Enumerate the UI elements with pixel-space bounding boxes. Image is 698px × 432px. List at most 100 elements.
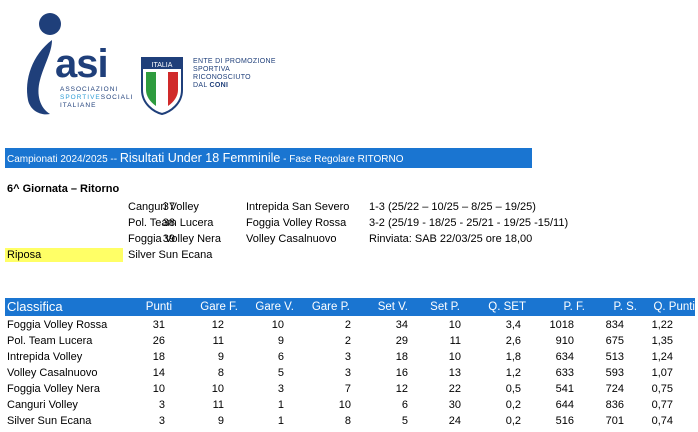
- standings-cell-gare-f-: 9: [217, 351, 224, 363]
- standings-cell-p-s-: 834: [605, 319, 624, 331]
- standings-cell-q-set: 2,6: [505, 335, 521, 347]
- standings-cell-gare-v-: 10: [271, 319, 284, 331]
- match-number: 39: [162, 233, 175, 245]
- standings-cell-p-f-: 910: [555, 335, 574, 347]
- standings-header-col-10: Q. Punti: [653, 301, 695, 313]
- standings-cell-gare-p-: 8: [344, 415, 351, 427]
- standings-cell-set-v-: 12: [395, 383, 408, 395]
- round-title: 6^ Giornata – Ritorno: [7, 183, 120, 195]
- standings-cell-set-p-: 11: [449, 335, 461, 347]
- coni-line-3: RICONOSCIUTO: [193, 74, 251, 81]
- standings-cell-set-v-: 5: [401, 415, 408, 427]
- standings-cell-gare-f-: 10: [211, 383, 224, 395]
- title-prefix: Campionati 2024/2025 --: [7, 154, 120, 165]
- coni-line-4a: DAL: [193, 82, 208, 89]
- standings-cell-gare-f-: 12: [211, 319, 224, 331]
- standings-cell-set-v-: 16: [395, 367, 408, 379]
- standings-header-col-8: P. F.: [563, 301, 585, 313]
- match-number: 38: [162, 217, 175, 229]
- standings-header-col-5: Set V.: [377, 301, 408, 313]
- standings-team: Foggia Volley Nera: [7, 383, 100, 395]
- standings-cell-p-s-: 675: [605, 335, 624, 347]
- standings-cell-gare-v-: 1: [277, 399, 284, 411]
- match-score: Rinviata: SAB 22/03/25 ore 18,00: [369, 233, 533, 245]
- italia-shield-icon: ITALIA: [141, 57, 183, 116]
- standings-row: Intrepida Volley 18 9 6 3 18 10 1,8 634 513 1,24: [5, 349, 695, 365]
- standings-cell-punti: 31: [152, 319, 165, 331]
- standings-cell-gare-v-: 5: [277, 367, 284, 379]
- standings-cell-q-set: 1,8: [505, 351, 521, 363]
- match-score: 1-3 (25/22 – 10/25 – 8/25 – 19/25): [369, 201, 536, 213]
- standings-team: Pol. Team Lucera: [7, 335, 93, 347]
- bye-label: Riposa: [5, 248, 123, 262]
- standings-row: Foggia Volley Rossa 31 12 10 2 34 10 3,4 1018 834…: [5, 317, 695, 333]
- standings-cell-p-s-: 701: [605, 415, 624, 427]
- standings-cell-set-p-: 13: [448, 367, 461, 379]
- coni-line-2: SPORTIVA: [193, 66, 231, 73]
- standings-cell-set-v-: 18: [395, 351, 408, 363]
- standings-cell-gare-p-: 2: [344, 335, 351, 347]
- match-away-team: Foggia Volley Rossa: [246, 217, 347, 229]
- title-suffix: - Fase Regolare RITORNO: [280, 154, 404, 165]
- standings-cell-gare-v-: 1: [277, 415, 284, 427]
- standings-cell-gare-p-: 3: [344, 351, 351, 363]
- standings-cell-q-set: 3,4: [505, 319, 521, 331]
- standings-cell-p-f-: 634: [555, 351, 574, 363]
- coni-recognition-text: ENTE DI PROMOZIONE SPORTIVA RICONOSCIUTO…: [193, 58, 276, 90]
- standings-header-col-2: Gare F.: [200, 301, 238, 313]
- standings-cell-punti: 3: [158, 399, 165, 411]
- standings-cell-punti: 10: [152, 383, 165, 395]
- standings-row: Foggia Volley Nera 10 10 3 7 12 22 0,5 541 724 0,7…: [5, 381, 695, 397]
- match-number: 37: [162, 201, 175, 213]
- standings-cell-q-punti: 1,22: [651, 319, 673, 331]
- standings-cell-gare-v-: 9: [277, 335, 284, 347]
- match-away-team: Volley Casalnuovo: [246, 233, 337, 245]
- standings-cell-q-punti: 1,24: [651, 351, 673, 363]
- standings-cell-gare-v-: 3: [277, 383, 284, 395]
- match-row: 39 Foggia Volley Nera Volley Casalnuovo Rin…: [0, 231, 698, 247]
- standings-cell-set-p-: 24: [448, 415, 461, 427]
- standings-row: Silver Sun Ecana 3 9 1 8 5 24 0,2 516 701 0,74: [5, 413, 695, 429]
- standings-cell-gare-p-: 2: [344, 319, 351, 331]
- standings-cell-p-f-: 516: [555, 415, 574, 427]
- standings-cell-gare-p-: 10: [338, 399, 351, 411]
- match-away-team: Intrepida San Severo: [246, 201, 350, 213]
- standings-cell-p-s-: 593: [605, 367, 624, 379]
- standings-cell-set-p-: 10: [448, 319, 461, 331]
- standings-cell-q-set: 0,2: [505, 415, 521, 427]
- standings-cell-q-set: 0,5: [505, 383, 521, 395]
- match-row: 38 Pol. Team Lucera Foggia Volley Rossa 3-2…: [0, 215, 698, 231]
- asi-subtitle-line1: ASSOCIAZIONI: [60, 86, 119, 93]
- standings-cell-punti: 26: [152, 335, 165, 347]
- standings-team: Intrepida Volley: [7, 351, 83, 363]
- standings-header: Classifica Punti Gare F. Gare V. Gare P. Set …: [5, 298, 695, 316]
- standings-team: Silver Sun Ecana: [7, 415, 92, 427]
- standings-header-col-0: Classifica: [7, 299, 63, 314]
- standings-cell-punti: 14: [152, 367, 165, 379]
- standings-cell-q-set: 1,2: [505, 367, 521, 379]
- coni-line-1: ENTE DI PROMOZIONE: [193, 58, 276, 65]
- standings-team: Volley Casalnuovo: [7, 367, 98, 379]
- bye-team: Silver Sun Ecana: [128, 249, 213, 261]
- match-score: 3-2 (25/19 - 18/25 - 25/21 - 19/25 -15/1…: [369, 217, 569, 229]
- standings-header-col-3: Gare V.: [255, 301, 294, 313]
- standings-cell-gare-f-: 11: [212, 399, 224, 411]
- standings-cell-p-s-: 836: [605, 399, 624, 411]
- standings-cell-gare-f-: 8: [217, 367, 224, 379]
- asi-subtitle: ASSOCIAZIONI SPORTIVESOCIALI ITALIANE: [60, 86, 135, 110]
- standings-cell-punti: 18: [152, 351, 165, 363]
- standings-cell-set-v-: 29: [395, 335, 408, 347]
- asi-logo-swoosh: [27, 13, 61, 115]
- standings-header-col-9: P. S.: [613, 301, 637, 313]
- standings-cell-q-punti: 0,74: [651, 415, 673, 427]
- coni-line-4b: CONI: [209, 82, 229, 89]
- standings-cell-q-punti: 0,77: [651, 399, 673, 411]
- match-home-team: Canguri Volley: [128, 201, 199, 213]
- standings-row: Canguri Volley 3 11 1 10 6 30 0,2 644 836 0,77: [5, 397, 695, 413]
- match-home-team: Foggia Volley Nera: [128, 233, 221, 245]
- standings-row: Pol. Team Lucera 26 11 9 2 29 11 2,6 910 675 1,35: [5, 333, 695, 349]
- standings-cell-q-punti: 1,07: [651, 367, 673, 379]
- standings-cell-set-p-: 30: [448, 399, 461, 411]
- asi-subtitle-line2a: SPORTIVE: [60, 94, 101, 101]
- standings-cell-q-punti: 1,35: [651, 335, 673, 347]
